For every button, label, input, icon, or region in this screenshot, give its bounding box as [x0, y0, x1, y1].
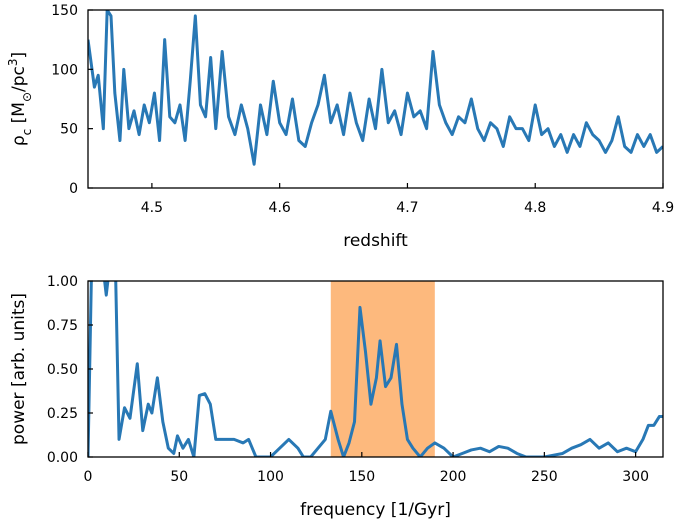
- y-axis-label-part: /pc: [9, 66, 29, 92]
- y-axis-label-part: [M: [9, 102, 29, 129]
- x-tick-label: 50: [170, 469, 188, 485]
- data-line: [88, 281, 663, 457]
- x-tick-label: 100: [257, 469, 284, 485]
- y-axis-label-part: ⊙: [20, 92, 34, 102]
- y-tick-label: 0.50: [47, 362, 78, 378]
- x-tick-label: 4.6: [269, 200, 291, 216]
- y-axis-label: ρc [M⊙/pc3]: [6, 52, 34, 146]
- x-tick-label: 4.8: [524, 200, 546, 216]
- y-axis-label-part: c: [20, 129, 34, 136]
- y-axis-label-part: 3: [6, 58, 20, 66]
- y-axis-label: power [arb. units]: [9, 293, 29, 445]
- x-tick-label: 300: [622, 469, 649, 485]
- y-tick-label: 0.75: [47, 318, 78, 334]
- y-axis-label-part: ]: [9, 52, 29, 59]
- y-tick-label: 150: [51, 3, 78, 19]
- plot-area: [88, 10, 663, 166]
- y-tick-label: 0: [69, 181, 78, 197]
- subplot: 4.5 4.6 4.7 4.8 4.9 0 50 100 150 redshift ρc [M⊙/p…: [6, 3, 674, 251]
- x-tick-label: 0: [84, 469, 93, 485]
- x-tick-label: 200: [440, 469, 467, 485]
- y-tick-label: 0.25: [47, 406, 78, 422]
- data-line: [88, 10, 663, 166]
- x-axis-label: redshift: [343, 231, 408, 251]
- y-tick-label: 0.00: [47, 450, 78, 466]
- plot-area: [88, 281, 663, 457]
- subplot: 0 50 100 150 200 250 300 0.00 0.25 0.50 0.75 1.00 fr…: [9, 274, 664, 520]
- x-tick-label: 4.7: [396, 200, 418, 216]
- x-tick-label: 150: [348, 469, 375, 485]
- x-tick-label: 4.5: [141, 200, 163, 216]
- y-tick-label: 1.00: [47, 274, 78, 290]
- y-axis-label-part: ρ: [9, 135, 29, 146]
- x-axis-label: frequency [1/Gyr]: [300, 500, 451, 520]
- y-axis-label-part: power [arb. units]: [9, 293, 29, 445]
- axes-frame: [87, 9, 664, 189]
- x-tick-label: 4.9: [652, 200, 674, 216]
- x-tick-label: 250: [531, 469, 558, 485]
- y-tick-label: 50: [60, 122, 78, 138]
- y-tick-label: 100: [51, 62, 78, 78]
